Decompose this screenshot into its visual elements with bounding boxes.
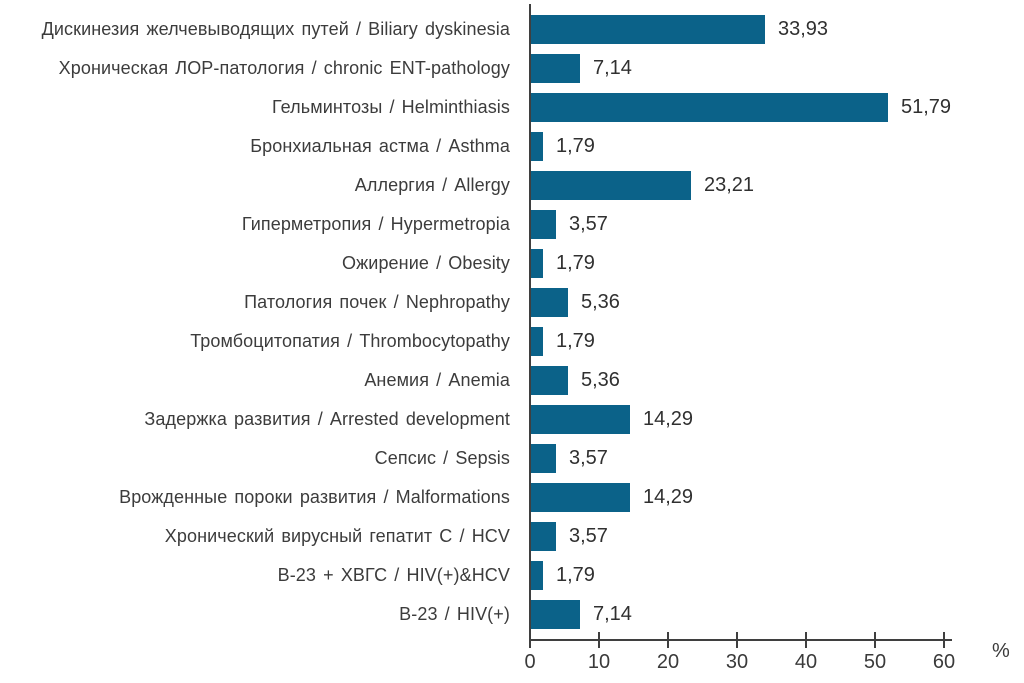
x-tick (736, 632, 738, 648)
category-label: Патология почек / Nephropathy (244, 292, 510, 312)
x-tick (874, 632, 876, 648)
bar (531, 600, 580, 629)
chart-row: Врожденные пороки развития / Malformatio… (0, 478, 1024, 517)
x-tick-label: 10 (587, 651, 611, 673)
value-label: 33,93 (778, 18, 829, 40)
bar (531, 522, 556, 551)
value-label: 51,79 (901, 96, 952, 118)
bar (531, 366, 568, 395)
category-label: Гельминтозы / Helminthiasis (272, 97, 510, 117)
chart-row: Задержка развития / Arrested development… (0, 400, 1024, 439)
chart-row: Хроническая ЛОР-патология / chronic ENT-… (0, 49, 1024, 88)
category-label: В-23 / HIV(+) (399, 604, 510, 624)
value-label: 14,29 (643, 486, 694, 508)
bar (531, 405, 630, 434)
category-label: Дискинезия желчевыводящих путей / Biliar… (41, 19, 510, 39)
x-tick (805, 632, 807, 648)
category-label: Ожирение / Obesity (342, 253, 510, 273)
category-label: Задержка развития / Arrested development (144, 409, 510, 429)
value-label: 14,29 (643, 408, 694, 430)
x-tick-label: 60 (932, 651, 956, 673)
category-label: Хроническая ЛОР-патология / chronic ENT-… (58, 58, 510, 78)
x-tick-label: 0 (524, 651, 536, 673)
chart-row: Сепсис / Sepsis 3,57 (0, 439, 1024, 478)
bar (531, 132, 543, 161)
chart-row: Хронический вирусный гепатит С / HCV 3,57 (0, 517, 1024, 556)
x-tick-label: 30 (725, 651, 749, 673)
category-label: Врожденные пороки развития / Malformatio… (119, 487, 510, 507)
value-label: 1,79 (556, 564, 595, 586)
bar (531, 561, 543, 590)
chart-row: Аллергия / Allergy 23,21 (0, 166, 1024, 205)
chart-row: Гельминтозы / Helminthiasis 51,79 (0, 88, 1024, 127)
bar (531, 483, 630, 512)
bar (531, 171, 691, 200)
category-label: Анемия / Anemia (364, 370, 510, 390)
value-label: 3,57 (569, 213, 608, 235)
value-label: 1,79 (556, 252, 595, 274)
x-tick-label: 50 (863, 651, 887, 673)
chart-row: Анемия / Anemia 5,36 (0, 361, 1024, 400)
value-label: 7,14 (593, 57, 632, 79)
category-label: Сепсис / Sepsis (374, 448, 510, 468)
x-tick-label: 40 (794, 651, 818, 673)
value-label: 1,79 (556, 135, 595, 157)
category-label: Тромбоцитопатия / Thrombocytopathy (190, 331, 510, 351)
bar (531, 288, 568, 317)
value-label: 3,57 (569, 447, 608, 469)
chart-row: В-23 + ХВГС / HIV(+)&HCV 1,79 (0, 556, 1024, 595)
chart-row: Тромбоцитопатия / Thrombocytopathy 1,79 (0, 322, 1024, 361)
x-tick (943, 632, 945, 648)
x-tick (529, 632, 531, 648)
x-tick (598, 632, 600, 648)
x-tick-label: 20 (656, 651, 680, 673)
chart-row: Бронхиальная астма / Asthma 1,79 (0, 127, 1024, 166)
value-label: 3,57 (569, 525, 608, 547)
bar (531, 93, 888, 122)
bar (531, 249, 543, 278)
x-axis-line (529, 639, 952, 641)
value-label: 5,36 (581, 291, 620, 313)
bar (531, 444, 556, 473)
chart-row: Гиперметропия / Hypermetropia 3,57 (0, 205, 1024, 244)
category-label: Хронический вирусный гепатит С / HCV (164, 526, 510, 546)
chart-row: В-23 / HIV(+) 7,14 (0, 595, 1024, 634)
value-label: 23,21 (704, 174, 755, 196)
x-tick (667, 632, 669, 648)
y-axis-line (529, 4, 531, 641)
chart-row: Дискинезия желчевыводящих путей / Biliar… (0, 10, 1024, 49)
bar (531, 15, 765, 44)
chart-row: Ожирение / Obesity 1,79 (0, 244, 1024, 283)
category-label: В-23 + ХВГС / HIV(+)&HCV (277, 565, 510, 585)
category-label: Бронхиальная астма / Asthma (250, 136, 510, 156)
x-axis-unit-label: % (992, 640, 1010, 662)
category-label: Гиперметропия / Hypermetropia (241, 214, 510, 234)
bar (531, 54, 580, 83)
value-label: 7,14 (593, 603, 632, 625)
value-label: 5,36 (581, 369, 620, 391)
bar (531, 210, 556, 239)
chart-row: Патология почек / Nephropathy 5,36 (0, 283, 1024, 322)
bar (531, 327, 543, 356)
category-label: Аллергия / Allergy (354, 175, 510, 195)
value-label: 1,79 (556, 330, 595, 352)
